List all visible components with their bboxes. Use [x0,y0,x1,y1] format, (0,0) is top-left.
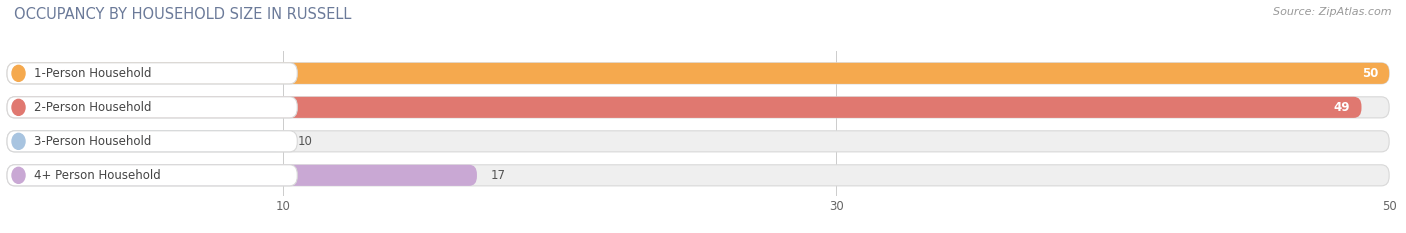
FancyBboxPatch shape [7,63,297,84]
Text: 50: 50 [1361,67,1378,80]
Text: 3-Person Household: 3-Person Household [34,135,152,148]
FancyBboxPatch shape [7,165,1389,186]
Text: 17: 17 [491,169,506,182]
FancyBboxPatch shape [7,131,1389,152]
FancyBboxPatch shape [7,165,477,186]
Circle shape [13,167,25,183]
FancyBboxPatch shape [7,97,1389,118]
Text: 4+ Person Household: 4+ Person Household [34,169,160,182]
FancyBboxPatch shape [7,165,297,186]
FancyBboxPatch shape [7,97,297,118]
Circle shape [13,65,25,81]
Text: 49: 49 [1334,101,1350,114]
Text: 10: 10 [297,135,312,148]
FancyBboxPatch shape [7,97,1361,118]
Text: 1-Person Household: 1-Person Household [34,67,152,80]
FancyBboxPatch shape [7,131,284,152]
Text: OCCUPANCY BY HOUSEHOLD SIZE IN RUSSELL: OCCUPANCY BY HOUSEHOLD SIZE IN RUSSELL [14,7,352,22]
FancyBboxPatch shape [7,131,297,152]
FancyBboxPatch shape [7,63,1389,84]
Circle shape [13,99,25,115]
FancyBboxPatch shape [7,63,1389,84]
Text: 2-Person Household: 2-Person Household [34,101,152,114]
Circle shape [13,133,25,149]
Text: Source: ZipAtlas.com: Source: ZipAtlas.com [1274,7,1392,17]
